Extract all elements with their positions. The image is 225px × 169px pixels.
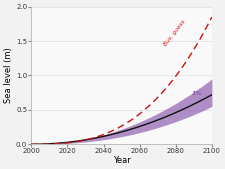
Text: Bus. guess: Bus. guess: [163, 19, 187, 47]
Text: 1%: 1%: [192, 91, 203, 96]
Y-axis label: Sea level (m): Sea level (m): [4, 48, 13, 103]
X-axis label: Year: Year: [113, 156, 130, 165]
